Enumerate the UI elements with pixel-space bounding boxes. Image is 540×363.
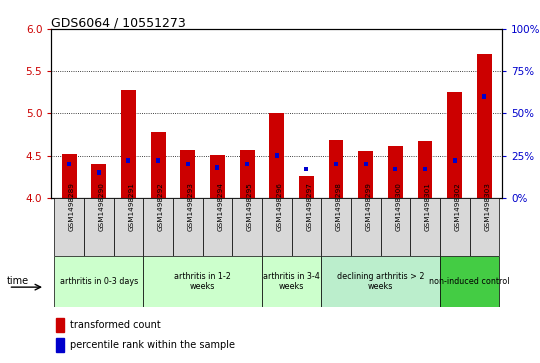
Bar — [440, 198, 470, 256]
Bar — [84, 198, 113, 256]
Bar — [477, 54, 492, 198]
Text: GSM1498300: GSM1498300 — [395, 182, 401, 231]
Bar — [417, 141, 433, 198]
Text: GSM1498292: GSM1498292 — [158, 182, 164, 231]
Text: GSM1498289: GSM1498289 — [69, 182, 75, 231]
Text: GSM1498297: GSM1498297 — [306, 182, 313, 231]
Bar — [97, 170, 100, 175]
Bar — [54, 198, 84, 256]
Bar — [388, 146, 403, 198]
Text: arthritis in 0-3 days: arthritis in 0-3 days — [59, 277, 138, 286]
Text: GSM1498295: GSM1498295 — [247, 182, 253, 231]
Bar — [202, 198, 232, 256]
Bar — [180, 150, 195, 198]
Bar — [121, 90, 136, 198]
Text: GSM1498293: GSM1498293 — [188, 182, 194, 231]
Bar — [56, 318, 64, 331]
Text: GSM1498299: GSM1498299 — [366, 182, 372, 231]
Bar — [329, 140, 343, 198]
Bar — [143, 256, 262, 307]
Bar — [321, 256, 440, 307]
Bar — [62, 154, 77, 198]
Bar — [305, 167, 308, 171]
Bar — [186, 162, 190, 166]
Text: GSM1498298: GSM1498298 — [336, 182, 342, 231]
Bar — [482, 94, 487, 99]
Bar — [54, 256, 143, 307]
Bar — [240, 150, 254, 198]
Bar — [215, 165, 219, 170]
Bar — [381, 198, 410, 256]
Bar — [440, 256, 500, 307]
Bar — [262, 198, 292, 256]
Bar — [245, 162, 249, 166]
Text: arthritis in 1-2
weeks: arthritis in 1-2 weeks — [174, 272, 231, 291]
Bar — [394, 167, 397, 171]
Bar — [359, 151, 373, 198]
Text: GSM1498296: GSM1498296 — [277, 182, 283, 231]
Bar — [113, 198, 143, 256]
Text: GDS6064 / 10551273: GDS6064 / 10551273 — [51, 16, 186, 29]
Bar — [210, 155, 225, 198]
Bar — [56, 338, 64, 351]
Text: GSM1498303: GSM1498303 — [484, 182, 490, 231]
Bar — [91, 164, 106, 198]
Bar — [334, 162, 338, 166]
Bar — [156, 158, 160, 163]
Text: GSM1498290: GSM1498290 — [99, 182, 105, 231]
Text: declining arthritis > 2
weeks: declining arthritis > 2 weeks — [337, 272, 424, 291]
Text: time: time — [6, 276, 29, 286]
Text: non-induced control: non-induced control — [429, 277, 510, 286]
Bar — [275, 153, 279, 158]
Bar — [173, 198, 202, 256]
Text: GSM1498294: GSM1498294 — [218, 182, 224, 231]
Bar — [453, 158, 457, 163]
Bar — [470, 198, 500, 256]
Bar — [292, 198, 321, 256]
Text: arthritis in 3-4
weeks: arthritis in 3-4 weeks — [263, 272, 320, 291]
Text: GSM1498291: GSM1498291 — [129, 182, 134, 231]
Bar — [351, 198, 381, 256]
Text: percentile rank within the sample: percentile rank within the sample — [70, 340, 235, 350]
Bar — [321, 198, 351, 256]
Bar — [447, 92, 462, 198]
Bar — [232, 198, 262, 256]
Bar — [151, 132, 165, 198]
Bar — [143, 198, 173, 256]
Bar — [126, 158, 130, 163]
Bar — [364, 162, 368, 166]
Text: transformed count: transformed count — [70, 320, 160, 330]
Text: GSM1498301: GSM1498301 — [425, 182, 431, 231]
Bar — [423, 167, 427, 171]
Bar — [269, 113, 284, 198]
Bar — [67, 162, 71, 166]
Text: GSM1498302: GSM1498302 — [455, 182, 461, 231]
Bar — [262, 256, 321, 307]
Bar — [299, 176, 314, 198]
Bar — [410, 198, 440, 256]
